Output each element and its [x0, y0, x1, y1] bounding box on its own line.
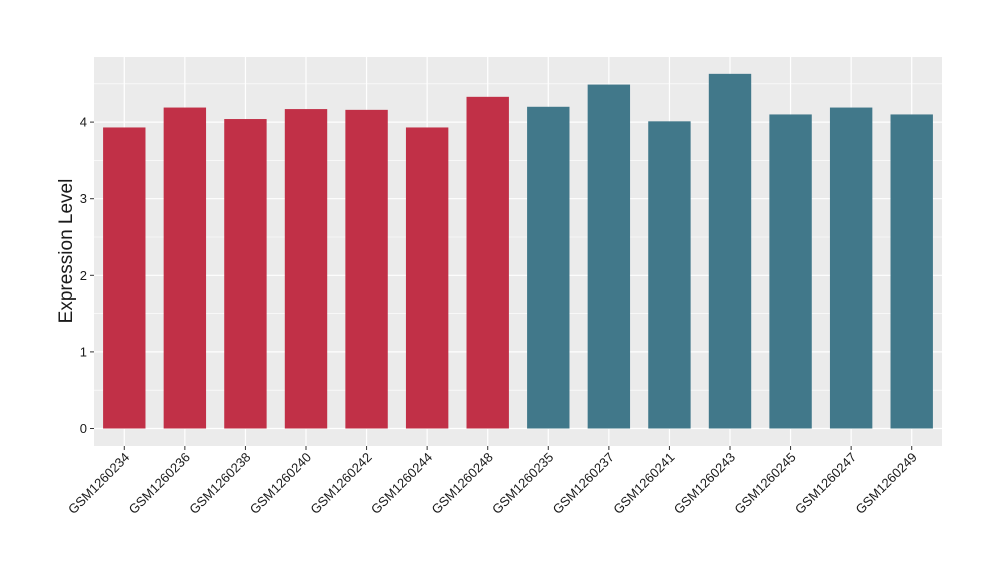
- y-tick-label: 2: [80, 268, 87, 283]
- bar-GSM1260241: [648, 121, 691, 429]
- bar-GSM1260238: [224, 119, 267, 429]
- x-tick-label: GSM1260234: [65, 450, 132, 517]
- bars: [103, 73, 933, 429]
- plot-panel: [94, 57, 942, 446]
- y-axis: 0 1 2 3 4: [80, 115, 94, 436]
- y-tick-label: 0: [80, 421, 87, 436]
- x-tick-label: GSM1260245: [731, 450, 798, 517]
- bar-GSM1260249: [890, 114, 933, 429]
- x-tick-label: GSM1260247: [792, 450, 859, 517]
- x-tick-label: GSM1260242: [307, 450, 374, 517]
- x-tick-label: GSM1260241: [610, 450, 677, 517]
- bar-GSM1260245: [769, 114, 812, 429]
- x-tick-label: GSM1260235: [489, 450, 556, 517]
- x-tick-label: GSM1260248: [428, 450, 495, 517]
- x-tick-label: GSM1260238: [186, 450, 253, 517]
- y-tick-label: 1: [80, 344, 87, 359]
- x-tick-label: GSM1260240: [247, 450, 314, 517]
- y-tick-label: 3: [80, 191, 87, 206]
- bar-GSM1260234: [103, 127, 146, 429]
- bar-GSM1260235: [527, 106, 570, 429]
- bar-GSM1260237: [587, 84, 631, 429]
- x-tick-label: GSM1260249: [852, 450, 919, 517]
- bar-GSM1260244: [405, 127, 449, 429]
- x-tick-label: GSM1260236: [126, 450, 193, 517]
- x-tick-label: GSM1260243: [671, 450, 738, 517]
- x-axis: GSM1260234GSM1260236GSM1260238GSM1260240…: [65, 446, 920, 517]
- bar-GSM1260236: [163, 107, 207, 429]
- x-tick-label: GSM1260237: [550, 450, 617, 517]
- bar-GSM1260243: [708, 73, 752, 429]
- bar-GSM1260248: [466, 96, 509, 429]
- bar-GSM1260247: [829, 107, 873, 429]
- y-axis-title: Expression Level: [56, 179, 77, 324]
- y-tick-label: 4: [80, 115, 87, 130]
- bar-GSM1260240: [284, 109, 328, 429]
- bar-GSM1260242: [345, 109, 388, 429]
- x-tick-label: GSM1260244: [368, 450, 435, 517]
